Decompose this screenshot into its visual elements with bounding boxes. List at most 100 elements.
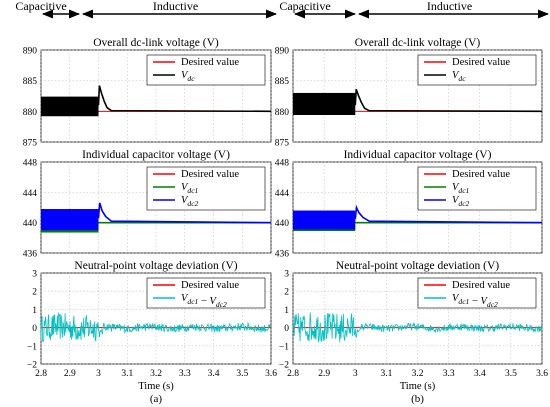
settling-trace [97,202,272,224]
legend-box [417,54,537,86]
x-tick-label: 3.6 [536,369,548,379]
y-tick-label: 444 [23,189,38,199]
y-tick-label: 2 [32,288,37,298]
x-tick-label: 3.2 [412,369,424,379]
x-axis-label: Time (s) [400,381,436,392]
oscillation-band [41,209,99,231]
y-tick-label: 885 [23,77,38,87]
y-tick-label: 2 [284,288,289,298]
legend-box [146,277,266,309]
y-tick-label: 1 [284,306,289,316]
subplot-title: Overall dc-link voltage (V) [355,37,481,49]
panel-a: Overall dc-link voltage (V) 875 880 885 890 D… [23,37,277,405]
settling-trace [354,89,543,113]
region-arrows-a: Capacitive Inductive [15,0,278,19]
subplot-title: Individual capacitor voltage (V) [82,149,230,161]
y-tick-label: 890 [23,47,38,57]
x-tick-label: 3 [353,369,358,379]
series-np-deviation [292,312,543,343]
settling-trace [97,85,272,113]
y-tick-label: 3 [32,270,37,280]
x-tick-label: 2.9 [318,369,330,379]
y-tick-label: −1 [27,342,37,352]
y-tick-label: 885 [275,77,290,87]
y-tick-label: 880 [275,108,290,118]
subplot-title: Overall dc-link voltage (V) [93,37,219,49]
legend: Desired value Vdc1 − Vdc2 [146,277,266,309]
legend-label: Vdc1 − Vdc2 [452,293,498,309]
y-tick-label: 3 [284,270,289,280]
subplot-title: Individual capacitor voltage (V) [344,149,492,161]
capacitive-label: Capacitive [15,0,66,13]
x-tick-label: 2.8 [35,369,47,379]
subplot-3: Neutral-point voltage deviation (V) −2 −1 0… [279,260,548,405]
legend-label: Vdc1 − Vdc2 [181,293,227,309]
y-tick-label: −1 [279,342,289,352]
legend-label: Vdc1 [452,182,469,195]
legend-label: Vdc1 [181,182,198,195]
panel-label: (b) [411,393,424,405]
subplot-3: Neutral-point voltage deviation (V) −2 −1 0… [27,260,277,405]
series-v-dc [41,85,272,117]
legend-label: Vdc2 [452,195,470,208]
legend: Desired value Vdc1 − Vdc2 [417,277,537,309]
oscillation-band [293,210,356,230]
series-np-deviation [40,312,272,343]
y-tick-label: 875 [275,139,290,149]
subplot-1: Overall dc-link voltage (V) 875 880 885 890 D… [23,37,272,149]
legend-label: Vdc [452,70,466,83]
y-tick-label: 448 [275,159,290,169]
y-tick-label: 440 [23,219,38,229]
panel-label: (a) [150,393,163,405]
subplot-title: Neutral-point voltage deviation (V) [336,260,499,272]
series-v-dc [293,89,543,116]
legend-label: Desired value [181,57,239,68]
panel-b: Overall dc-link voltage (V) 875 880 885 890 D… [275,37,548,405]
legend-box [417,277,537,309]
y-tick-label: 444 [275,189,290,199]
y-tick-label: 0 [32,324,37,334]
series-v-dc2 [41,202,272,231]
legend-label: Desired value [181,169,239,180]
subplot-1: Overall dc-link voltage (V) 875 880 885 890 D… [275,37,543,149]
subplot-2: Individual capacitor voltage (V) 436 440 44… [23,149,272,260]
x-tick-label: 3.6 [265,369,277,379]
legend-label: Vdc [181,70,195,83]
y-tick-label: 890 [275,47,290,57]
y-tick-label: 436 [23,250,38,260]
y-tick-label: 448 [23,159,38,169]
x-tick-label: 2.9 [64,369,76,379]
inductive-label: Inductive [427,0,472,13]
y-tick-label: 436 [275,250,290,260]
legend-label: Desired value [452,169,510,180]
subplot-2: Individual capacitor voltage (V) 436 440 44… [275,149,543,260]
x-tick-label: 3.5 [236,369,248,379]
capacitive-label: Capacitive [279,0,330,13]
legend: Desired value Vdc [417,54,537,86]
inductive-label: Inductive [153,0,198,13]
x-tick-label: 3.3 [179,369,191,379]
legend-label: Vdc2 [181,195,199,208]
x-tick-label: 3.5 [505,369,517,379]
x-tick-label: 3.3 [443,369,455,379]
x-tick-label: 3.4 [208,369,220,379]
y-tick-label: 440 [275,219,290,229]
y-tick-label: −2 [27,361,37,371]
legend-label: Desired value [181,280,239,291]
y-tick-label: 880 [23,108,38,118]
legend: Desired value Vdc [146,54,266,86]
y-tick-label: 875 [23,139,38,149]
legend-box [146,54,266,86]
legend-label: Desired value [452,280,510,291]
y-tick-label: 1 [32,306,37,316]
oscillation-band [293,92,356,116]
x-tick-label: 3.1 [121,369,133,379]
oscillation-band [41,96,99,117]
x-tick-label: 3 [96,369,101,379]
settling-trace [354,204,543,224]
legend-label: Desired value [452,57,510,68]
y-tick-label: 0 [284,324,289,334]
x-tick-label: 3.4 [474,369,486,379]
